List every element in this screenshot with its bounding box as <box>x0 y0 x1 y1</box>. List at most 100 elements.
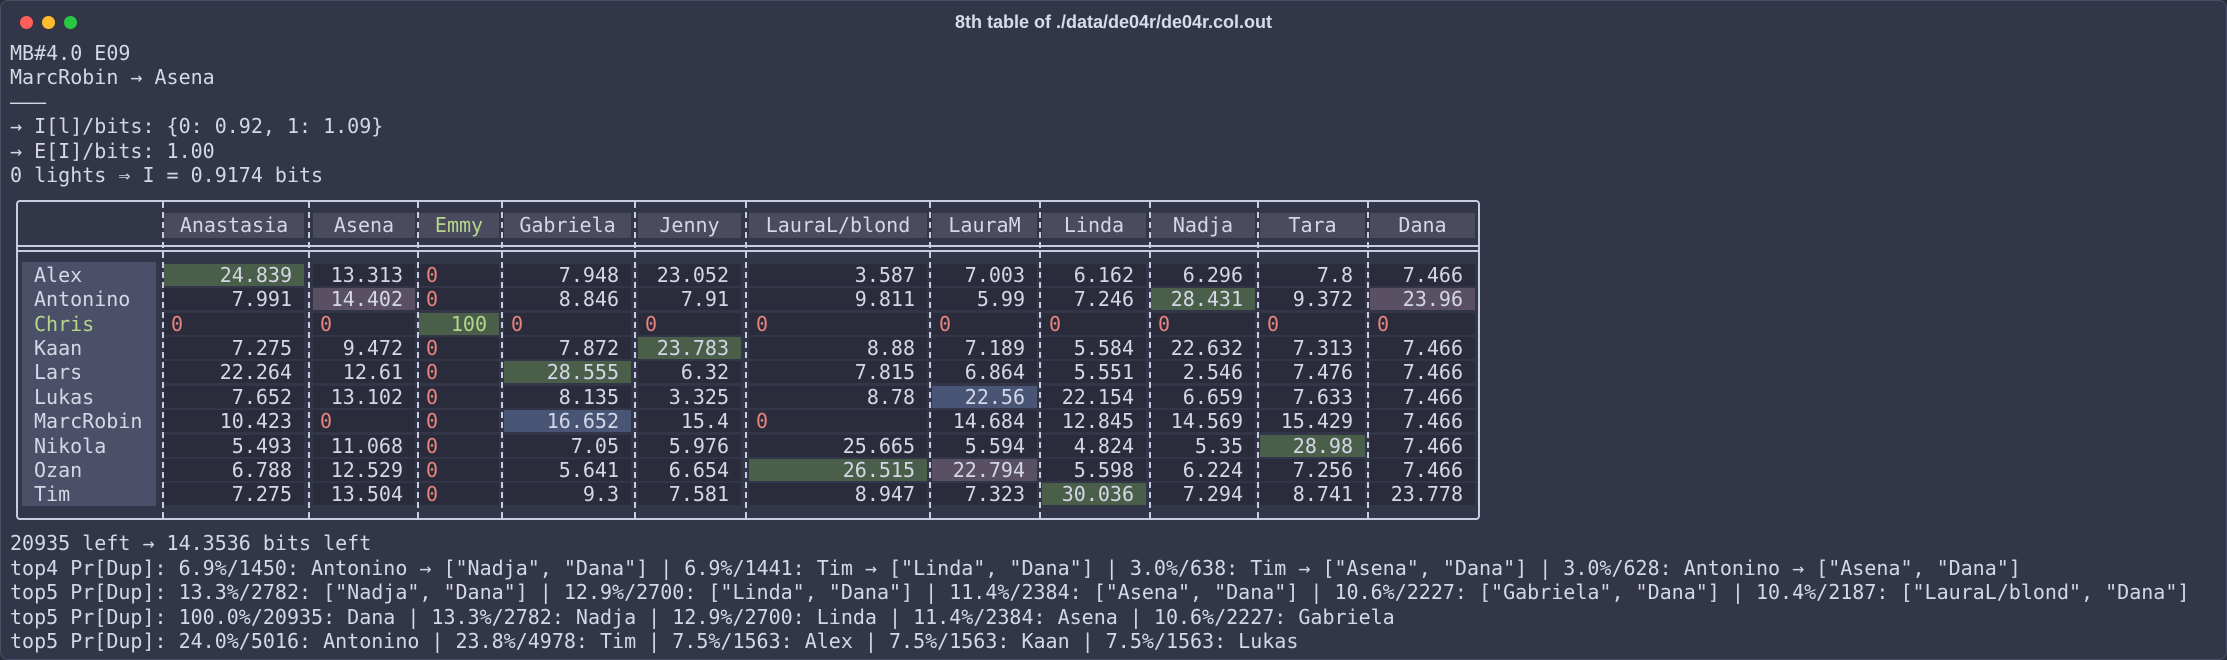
cell-stripe <box>1260 459 1365 481</box>
table-cell: 22.632 <box>1170 336 1243 360</box>
footer-line: top5 Pr[Dup]: 24.0%/5016: Antonino | 23.… <box>10 629 1299 653</box>
cell-highlight <box>638 337 741 359</box>
cell-stripe <box>419 288 499 310</box>
minimize-window-button[interactable] <box>42 16 55 29</box>
cell-stripe <box>313 337 415 359</box>
cell-stripe <box>638 361 741 383</box>
table-cell: 14.402 <box>330 287 403 311</box>
table-cell: 7.466 <box>1402 336 1463 360</box>
table-cell: 13.102 <box>330 385 403 409</box>
close-window-button[interactable] <box>20 16 33 29</box>
table-cell: 9.472 <box>342 336 403 360</box>
table-cell: 0 <box>426 360 439 384</box>
cell-stripe <box>419 483 499 505</box>
table-cell: 22.56 <box>964 385 1025 409</box>
cell-stripe <box>749 337 927 359</box>
row-name: Lars <box>34 360 83 384</box>
table-cell: 7.815 <box>854 360 915 384</box>
cell-stripe <box>419 264 499 286</box>
column-header: LauraL/blond <box>749 213 927 238</box>
cell-stripe <box>504 435 631 457</box>
footer-line: top5 Pr[Dup]: 100.0%/20935: Dana | 13.3%… <box>10 605 1395 629</box>
column-header: LauraM <box>932 213 1037 238</box>
cell-stripe <box>504 264 631 286</box>
cell-stripe <box>1151 435 1255 457</box>
cell-highlight <box>504 410 631 432</box>
column-separator <box>1367 202 1369 518</box>
row-name: Tim <box>34 482 71 506</box>
table-cell: 3.325 <box>668 385 729 409</box>
cell-stripe <box>313 483 415 505</box>
table-cell: 7.466 <box>1402 360 1463 384</box>
cell-stripe <box>749 410 927 432</box>
table-cell: 0 <box>426 336 439 360</box>
cell-stripe <box>504 386 631 408</box>
column-header: Gabriela <box>504 213 631 238</box>
cell-stripe <box>1151 361 1255 383</box>
maximize-window-button[interactable] <box>64 16 77 29</box>
cell-stripe <box>504 459 631 481</box>
cell-stripe <box>1370 459 1475 481</box>
table-cell: 0 <box>426 287 439 311</box>
table-cell: 0 <box>426 482 439 506</box>
window-title: 8th table of ./data/de04r/de04r.col.out <box>954 12 1273 32</box>
table-cell: 0 <box>320 409 333 433</box>
table-cell: 7.275 <box>231 482 292 506</box>
table-cell: 15.4 <box>680 409 729 433</box>
table-cell: 3.587 <box>854 263 915 287</box>
cell-stripe <box>419 459 499 481</box>
cell-stripe <box>1370 337 1475 359</box>
table-cell: 7.323 <box>964 482 1025 506</box>
table-cell: 7.948 <box>558 263 619 287</box>
cell-stripe <box>1042 435 1146 457</box>
cell-stripe <box>419 435 499 457</box>
table-cell: 0 <box>645 312 658 336</box>
table-cell: 7.466 <box>1402 385 1463 409</box>
table-cell: 7.246 <box>1073 287 1134 311</box>
title-bar: 8th table of ./data/de04r/de04r.col.out <box>1 1 2226 43</box>
table-cell: 9.372 <box>1292 287 1353 311</box>
cell-stripe <box>638 288 741 310</box>
cell-stripe <box>504 288 631 310</box>
table-cell: 5.99 <box>976 287 1025 311</box>
column-separator <box>501 202 503 518</box>
row-names-background <box>22 262 156 506</box>
cell-stripe <box>313 410 415 432</box>
column-separator <box>745 202 747 518</box>
cell-highlight <box>164 264 304 286</box>
cell-highlight <box>419 313 499 335</box>
cell-stripe <box>419 386 499 408</box>
table-cell: 12.529 <box>330 458 403 482</box>
table-cell: 7.294 <box>1182 482 1243 506</box>
table-cell: 5.35 <box>1194 434 1243 458</box>
table-cell: 16.652 <box>546 409 619 433</box>
table-cell: 6.659 <box>1182 385 1243 409</box>
table-cell: 26.515 <box>842 458 915 482</box>
cell-stripe <box>1151 459 1255 481</box>
cell-stripe <box>313 361 415 383</box>
cell-stripe <box>638 410 741 432</box>
row-name: Lukas <box>34 385 95 409</box>
table-cell: 11.068 <box>330 434 403 458</box>
row-name: Alex <box>34 263 83 287</box>
cell-stripe <box>504 313 631 335</box>
table-cell: 22.264 <box>219 360 292 384</box>
column-separator <box>634 202 636 518</box>
cell-stripe <box>164 288 304 310</box>
cell-stripe <box>638 264 741 286</box>
column-header: Asena <box>313 213 415 238</box>
cell-stripe <box>1370 386 1475 408</box>
table-cell: 6.224 <box>1182 458 1243 482</box>
table-cell: 100 <box>450 312 487 336</box>
cell-stripe <box>1042 410 1146 432</box>
cell-stripe <box>504 337 631 359</box>
cell-stripe <box>1042 337 1146 359</box>
footer-line: 20935 left → 14.3536 bits left <box>10 531 372 555</box>
header-separator <box>16 245 1480 247</box>
cell-stripe <box>1042 361 1146 383</box>
table-cell: 0 <box>939 312 952 336</box>
table-cell: 7.313 <box>1292 336 1353 360</box>
cell-stripe <box>638 435 741 457</box>
cell-stripe <box>164 361 304 383</box>
cell-stripe <box>932 264 1037 286</box>
